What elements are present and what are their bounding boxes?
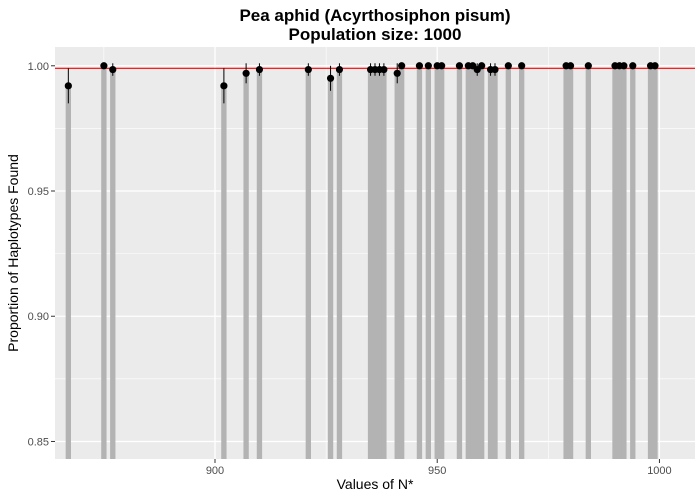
bar — [394, 73, 400, 459]
bar — [474, 69, 480, 460]
data-point — [109, 65, 117, 74]
bar — [567, 65, 574, 460]
data-point — [255, 65, 264, 74]
bar — [336, 69, 343, 460]
y-tick-label: 1.00 — [28, 61, 49, 73]
bar — [519, 65, 525, 460]
data-point — [100, 62, 108, 70]
data-point — [335, 65, 344, 74]
bar — [479, 65, 485, 460]
y-axis-ticks: 0.85 0.90 0.95 1.00 — [28, 61, 55, 448]
data-point — [398, 62, 406, 70]
bar — [367, 69, 374, 460]
data-point — [504, 62, 512, 70]
y-axis-label: Proportion of Haplotypes Found — [5, 154, 21, 352]
data-point — [220, 82, 228, 90]
data-point — [380, 65, 388, 74]
data-point — [304, 65, 312, 74]
chart-title: Pea aphid (Acyrthosiphon pisum) — [239, 6, 510, 25]
data-point — [415, 62, 424, 70]
bar — [487, 69, 494, 460]
bar — [381, 69, 387, 460]
data-point — [438, 62, 446, 70]
data-point — [518, 62, 526, 70]
x-tick-label: 950 — [428, 465, 446, 477]
data-point — [242, 69, 250, 77]
bar — [616, 65, 623, 460]
data-point — [566, 62, 575, 70]
bar — [439, 65, 445, 460]
x-tick-label: 1000 — [647, 465, 671, 477]
bar — [416, 65, 423, 460]
bar — [305, 69, 311, 460]
bar — [221, 85, 227, 459]
bar — [563, 65, 569, 460]
bars — [65, 65, 658, 460]
data-point — [478, 62, 486, 70]
y-tick-label: 0.90 — [28, 311, 49, 323]
data-point — [651, 62, 659, 70]
data-point — [393, 69, 401, 77]
data-point — [424, 62, 432, 70]
x-tick-label: 900 — [206, 465, 224, 477]
bar — [456, 65, 463, 460]
bar — [492, 69, 498, 460]
data-point — [629, 62, 637, 70]
bar — [376, 69, 383, 460]
x-axis-ticks: 900 950 1000 — [206, 459, 672, 477]
bar — [101, 65, 107, 460]
data-point — [584, 62, 592, 70]
bar — [612, 65, 618, 460]
y-tick-label: 0.85 — [28, 436, 49, 448]
bar — [243, 73, 249, 459]
bar — [399, 65, 405, 460]
bar — [110, 69, 116, 460]
bar — [434, 65, 440, 460]
y-tick-label: 0.95 — [28, 186, 49, 198]
x-axis-label: Values of N* — [337, 476, 414, 492]
bar — [327, 78, 334, 459]
bar — [505, 65, 511, 460]
points — [64, 62, 659, 90]
bar — [652, 65, 658, 460]
bar — [647, 65, 654, 460]
data-point — [455, 62, 464, 70]
bar — [425, 65, 431, 460]
bar — [621, 65, 627, 460]
bar — [585, 65, 591, 460]
data-point — [64, 82, 72, 90]
bar — [470, 65, 476, 460]
bar — [372, 69, 378, 460]
bar — [465, 65, 471, 460]
data-point — [326, 74, 335, 82]
chart-subtitle: Population size: 1000 — [289, 25, 462, 44]
data-point — [620, 62, 628, 70]
bar — [630, 65, 636, 460]
bar — [65, 85, 71, 459]
bar — [256, 69, 263, 460]
data-point — [491, 65, 499, 74]
